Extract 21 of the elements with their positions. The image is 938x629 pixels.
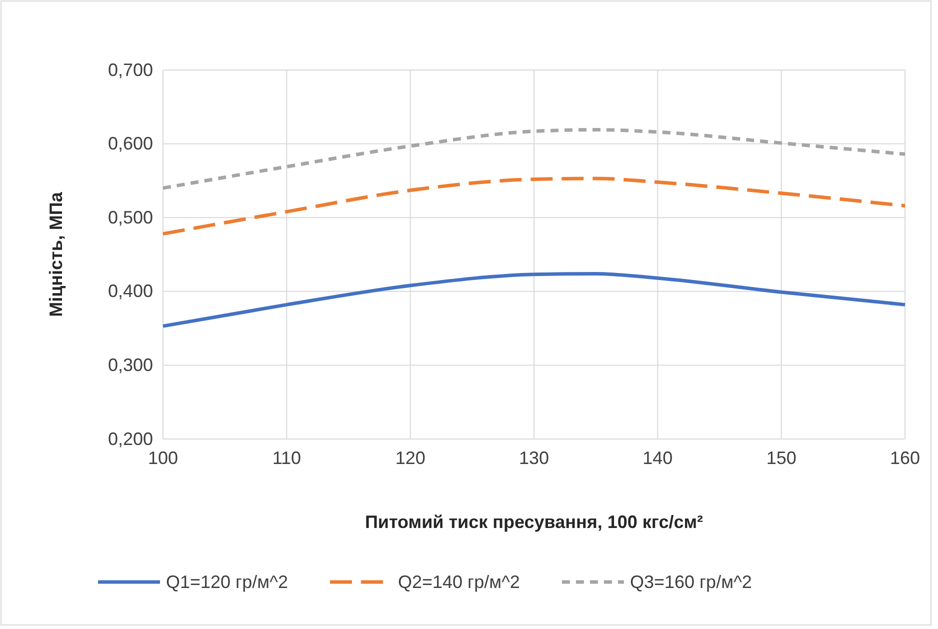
y-axis-title: Міцність, МПа xyxy=(46,191,66,317)
legend-label: Q2=140 гр/м^2 xyxy=(398,572,520,592)
line-series xyxy=(161,128,907,190)
x-axis-title: Питомий тиск пресування, 100 кгс/см² xyxy=(364,512,704,532)
line-series xyxy=(161,272,907,328)
x-tick-label: 120 xyxy=(395,448,426,468)
x-tick-label: 140 xyxy=(642,448,673,468)
y-tick-label: 0,300 xyxy=(108,354,153,375)
y-tick-label: 0,200 xyxy=(108,428,153,449)
x-tick-label: 150 xyxy=(766,448,796,468)
x-tick-label: 110 xyxy=(272,448,302,468)
x-tick-label: 160 xyxy=(890,448,920,468)
line-series xyxy=(161,176,907,236)
x-tick-label: 130 xyxy=(518,448,550,468)
legend-label: Q1=120 гр/м^2 xyxy=(166,572,288,592)
y-tick-label: 0,700 xyxy=(108,60,153,80)
x-tick-label: 100 xyxy=(148,448,178,468)
legend-label: Q3=160 гр/м^2 xyxy=(630,572,752,592)
y-tick-label: 0,600 xyxy=(108,134,153,154)
y-tick-label: 0,500 xyxy=(108,207,153,228)
y-tick-label: 0,400 xyxy=(108,281,153,302)
